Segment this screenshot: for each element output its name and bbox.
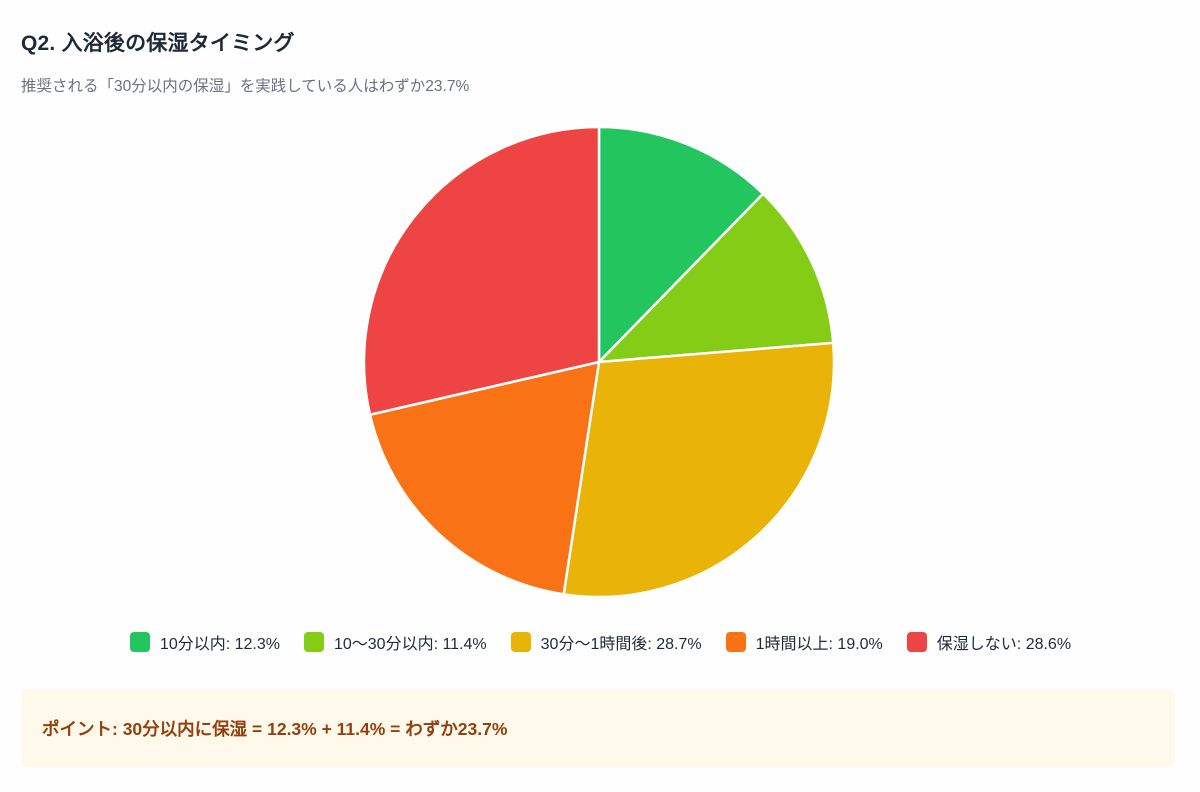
legend-label: 10〜30分以内: 11.4% <box>333 636 487 653</box>
chart-title: Q2. 入浴後の保湿タイミング <box>21 32 295 55</box>
legend-swatch-red <box>906 632 927 652</box>
pie-slice-over-1h[interactable] <box>368 360 601 596</box>
pie-slice-30min-1h[interactable] <box>562 341 836 599</box>
point-callout: ポイント: 30分以内に保湿 = 12.3% + 11.4% = わずか23.7… <box>22 689 1175 767</box>
legend-swatch-yellow <box>510 632 531 652</box>
pie-slice-no-moisturize[interactable] <box>362 125 601 416</box>
legend-label: 保湿しない: 28.6% <box>936 636 1072 653</box>
legend-swatch-lime <box>303 632 324 652</box>
callout-text: ポイント: 30分以内に保湿 = 12.3% + 11.4% = わずか23.7… <box>42 718 508 739</box>
pie-chart-area <box>362 125 836 599</box>
legend-label: 1時間以上: 19.0% <box>755 636 883 653</box>
legend-item-10min[interactable]: 10分以内: 12.3% <box>129 630 280 654</box>
chart-subtitle: 推奨される「30分以内の保湿」を実践している人はわずか23.7% <box>21 78 470 95</box>
legend-label: 30分〜1時間後: 28.7% <box>540 636 702 653</box>
legend-item-10-30min[interactable]: 10〜30分以内: 11.4% <box>303 630 487 654</box>
legend-item-no-moisturize[interactable]: 保湿しない: 28.6% <box>906 630 1072 654</box>
chart-legend: 10分以内: 12.3% 10〜30分以内: 11.4% 30分〜1時間後: 2… <box>0 630 1200 654</box>
legend-item-over-1h[interactable]: 1時間以上: 19.0% <box>725 630 883 654</box>
legend-swatch-orange <box>725 632 746 652</box>
legend-label: 10分以内: 12.3% <box>159 636 280 653</box>
legend-item-30min-1h[interactable]: 30分〜1時間後: 28.7% <box>510 630 702 654</box>
legend-swatch-green <box>129 632 150 652</box>
pie-slice-10min[interactable] <box>597 125 765 364</box>
pie-slice-10-30min[interactable] <box>597 192 835 364</box>
pie-chart <box>362 125 836 599</box>
